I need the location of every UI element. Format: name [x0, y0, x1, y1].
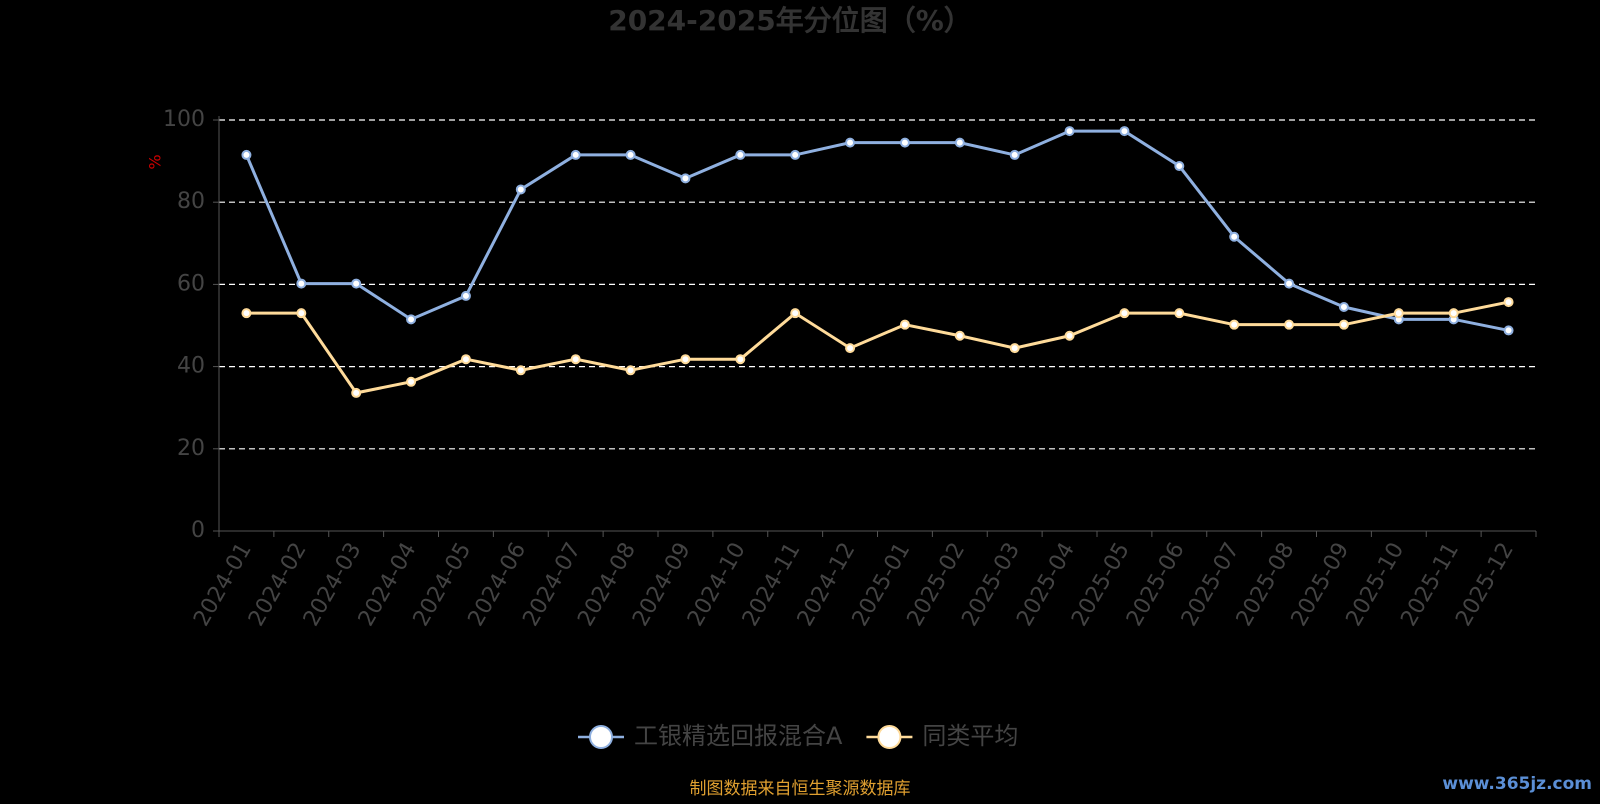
data-point — [680, 354, 691, 365]
data-point — [954, 137, 965, 148]
data-point — [845, 343, 856, 354]
data-point — [735, 354, 746, 365]
y-tick-label: 80 — [177, 189, 205, 214]
watermark: www.365jz.com — [1442, 774, 1592, 794]
y-tick-label: 100 — [163, 107, 205, 132]
data-point — [1009, 343, 1020, 354]
data-point — [351, 278, 362, 289]
y-tick-label: 60 — [177, 271, 205, 296]
data-point — [1119, 126, 1130, 137]
data-point — [680, 173, 691, 184]
y-tick-label: 0 — [191, 518, 205, 543]
data-point — [1284, 319, 1295, 330]
data-point — [1064, 126, 1075, 137]
data-point — [1174, 161, 1185, 172]
data-point — [790, 149, 801, 160]
data-point — [406, 376, 417, 387]
data-point — [460, 354, 471, 365]
series-line — [245, 129, 1509, 332]
data-point — [1064, 330, 1075, 341]
legend-marker[interactable] — [589, 725, 613, 749]
data-point — [790, 308, 801, 319]
data-point — [570, 354, 581, 365]
chart-title: 2024-2025年分位图（%） — [608, 4, 972, 37]
data-point — [1503, 325, 1514, 336]
y-tick-label: 40 — [177, 354, 205, 379]
data-point — [460, 290, 471, 301]
data-point — [899, 319, 910, 330]
y-tick-label: 20 — [177, 436, 205, 461]
data-point — [1229, 231, 1240, 242]
data-point — [1174, 308, 1185, 319]
data-point — [1448, 308, 1459, 319]
data-point — [241, 308, 252, 319]
data-point — [1393, 308, 1404, 319]
legend-label[interactable]: 工银精选回报混合A — [634, 722, 843, 750]
data-point — [625, 149, 636, 160]
data-point — [515, 365, 526, 376]
data-point — [954, 330, 965, 341]
data-point — [570, 149, 581, 160]
data-point — [1503, 297, 1514, 308]
data-point — [1284, 278, 1295, 289]
data-point — [351, 387, 362, 398]
data-point — [1338, 319, 1349, 330]
footer: 制图数据来自恒生聚源数据库 — [690, 779, 911, 799]
data-point — [515, 184, 526, 195]
data-point — [735, 149, 746, 160]
y-axis-label: % — [146, 154, 165, 169]
data-point — [296, 278, 307, 289]
data-point — [845, 137, 856, 148]
legend-marker[interactable] — [877, 725, 902, 749]
data-point — [1229, 319, 1240, 330]
series-line — [246, 300, 1509, 395]
data-point — [1338, 302, 1349, 313]
legend-label[interactable]: 同类平均 — [922, 722, 1018, 750]
data-point — [1009, 149, 1020, 160]
data-point — [899, 137, 910, 148]
data-point — [241, 149, 252, 160]
data-point — [625, 365, 636, 376]
data-point — [1119, 308, 1130, 319]
data-point — [406, 314, 417, 325]
data-point — [296, 308, 307, 319]
